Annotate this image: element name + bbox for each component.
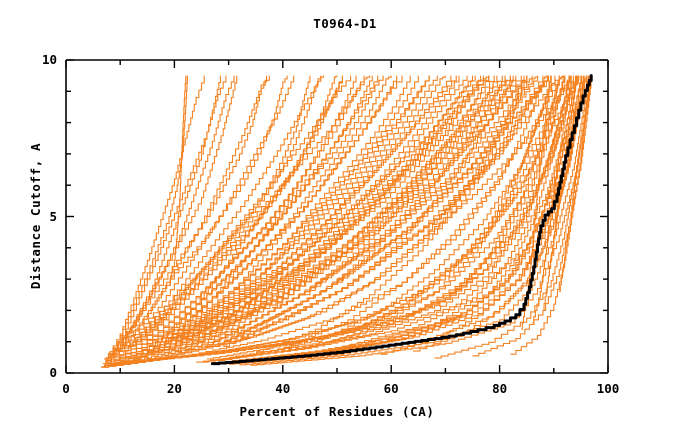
x-tick-label: 0 xyxy=(62,381,70,396)
data-curve xyxy=(315,75,571,343)
data-curve xyxy=(412,75,590,352)
data-curve xyxy=(158,75,468,352)
x-axis-label: Percent of Residues (CA) xyxy=(239,404,435,419)
data-curve xyxy=(109,75,288,363)
data-curve xyxy=(102,75,205,365)
data-curve xyxy=(109,75,235,357)
curves-layer xyxy=(101,74,593,368)
data-curve xyxy=(109,75,474,367)
data-curve xyxy=(185,75,547,357)
data-curve xyxy=(136,75,371,343)
y-tick-label: 5 xyxy=(49,208,57,224)
data-curve xyxy=(548,75,587,274)
x-tick-label: 40 xyxy=(275,381,291,396)
data-curve xyxy=(196,75,528,347)
data-curve xyxy=(206,75,539,346)
data-curve xyxy=(103,75,238,366)
data-curve xyxy=(282,75,565,349)
data-curve xyxy=(152,75,514,360)
data-curve xyxy=(114,75,577,364)
data-curve xyxy=(271,75,511,308)
data-curve xyxy=(521,75,552,330)
highlight-curve xyxy=(210,74,593,366)
data-curve xyxy=(103,75,222,360)
data-curve xyxy=(337,75,549,283)
data-curve xyxy=(131,75,384,357)
x-tick-label: 60 xyxy=(383,381,399,396)
data-curve xyxy=(239,75,589,366)
data-curve xyxy=(131,75,392,358)
axes-layer xyxy=(65,59,609,374)
data-curve xyxy=(131,75,352,346)
data-curve xyxy=(101,75,188,368)
data-curve xyxy=(120,75,579,363)
y-tick-label: 10 xyxy=(41,52,57,67)
data-curve xyxy=(125,75,322,349)
data-curve xyxy=(106,75,227,363)
data-curve xyxy=(136,75,398,355)
data-curve xyxy=(542,75,580,311)
data-curve xyxy=(304,75,528,296)
data-curve xyxy=(120,75,295,352)
data-curve xyxy=(217,75,457,327)
data-curve xyxy=(402,75,571,255)
data-curve xyxy=(347,75,578,333)
data-curve xyxy=(141,75,419,355)
x-tick-label: 80 xyxy=(492,381,508,396)
y-tick-label: 0 xyxy=(49,365,57,380)
x-tick-label: 20 xyxy=(166,381,182,396)
data-curve xyxy=(196,75,430,333)
data-curve xyxy=(472,75,593,357)
data-curve xyxy=(250,75,549,355)
data-curve xyxy=(434,75,592,359)
data-curve xyxy=(125,75,365,358)
data-curve xyxy=(261,75,583,362)
data-curve xyxy=(163,75,379,344)
data-curve xyxy=(120,75,343,360)
data-curve xyxy=(120,75,490,365)
data-curve xyxy=(179,75,403,340)
page-title: T0964-D1 xyxy=(313,16,377,31)
data-curve xyxy=(152,75,343,347)
data-curve xyxy=(114,75,270,355)
data-curve xyxy=(244,75,490,318)
data-curve xyxy=(152,75,452,352)
data-curve xyxy=(179,75,511,349)
x-tick-label: 100 xyxy=(596,381,620,396)
data-curve xyxy=(250,75,593,366)
data-curve xyxy=(163,75,525,358)
data-curve xyxy=(168,75,187,286)
data-curve xyxy=(131,75,498,363)
